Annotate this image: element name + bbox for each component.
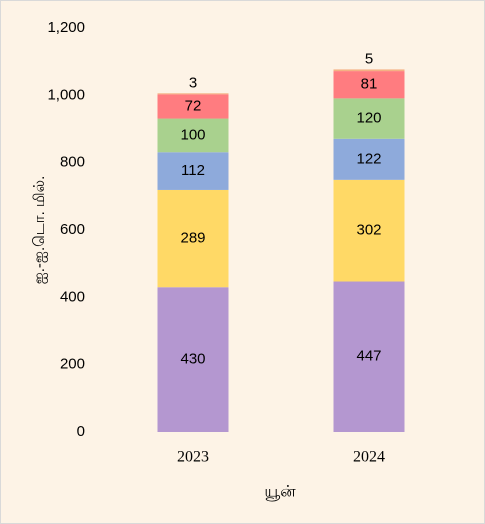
bar-segment [157, 94, 229, 119]
data-label: 3 [189, 74, 197, 91]
y-tick-label: 0 [77, 423, 85, 440]
bar-segment [333, 281, 405, 432]
data-label: 120 [356, 110, 381, 127]
data-label: 447 [356, 348, 381, 365]
y-tick-label: 200 [60, 356, 85, 373]
x-axis-title: யூன் [264, 484, 296, 501]
bar-segment [157, 118, 229, 153]
data-label: 72 [185, 97, 202, 114]
bar-segment [333, 69, 405, 72]
bar-segment [333, 71, 405, 99]
data-label: 112 [181, 162, 205, 179]
data-label: 100 [180, 126, 205, 143]
data-label: 430 [180, 351, 205, 368]
y-axis-title: ஐ.-ஐ.டொ. மில். [31, 176, 48, 285]
bar-segment [157, 93, 229, 95]
bar-segment [157, 152, 229, 190]
y-tick-label: 1,200 [47, 19, 85, 36]
data-label: 302 [356, 222, 381, 239]
bar-segment [157, 287, 229, 432]
data-label: 289 [180, 230, 205, 247]
bar-segment [333, 179, 405, 282]
bar-segment [333, 98, 405, 139]
data-label: 5 [365, 50, 373, 67]
x-tick-label: 2024 [353, 449, 385, 466]
bar-segment [157, 189, 229, 288]
y-tick-label: 600 [60, 221, 85, 238]
x-tick-label: 2023 [177, 449, 209, 466]
data-label: 81 [361, 76, 378, 93]
y-tick-label: 800 [60, 154, 85, 171]
data-label: 122 [356, 150, 381, 167]
bar-segment [333, 138, 405, 180]
y-tick-label: 1,000 [47, 86, 85, 103]
y-tick-label: 400 [60, 288, 85, 305]
